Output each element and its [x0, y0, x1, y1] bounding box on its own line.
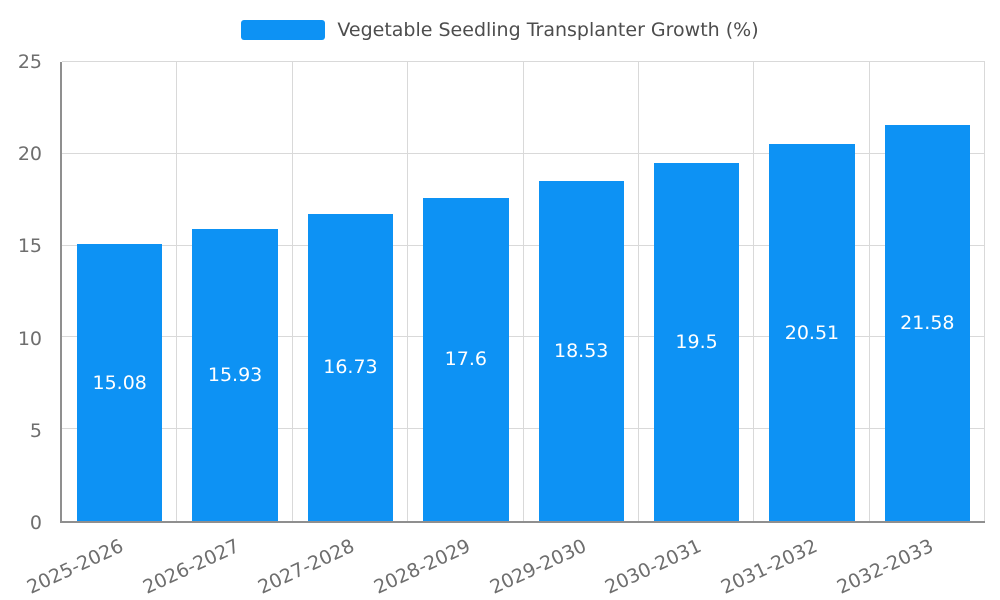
- bar-value-label: 15.93: [207, 363, 263, 386]
- y-tick-label: 10: [17, 327, 42, 350]
- x-tick-label: 2025-2026: [23, 535, 128, 599]
- bar-slot: 19.5: [639, 62, 754, 521]
- v-gridline: [753, 62, 755, 521]
- v-gridline: [291, 62, 293, 521]
- x-tick-label: 2027-2028: [255, 535, 359, 599]
- bar: 19.5: [653, 162, 740, 521]
- gridlines: [62, 61, 985, 521]
- v-gridline: [407, 62, 409, 521]
- y-tick-label: 0: [29, 512, 42, 534]
- v-gridline: [984, 62, 985, 521]
- y-tick-label: 15: [17, 235, 42, 258]
- plot-area: 15.08 15.93 16.73 17.6 18.53 19.5 20.51 21.58: [60, 61, 985, 523]
- bar-slot: 15.08: [62, 62, 177, 521]
- bar-slot: 15.93: [177, 62, 292, 521]
- y-tick-label: 25: [17, 51, 42, 73]
- bar-value-label: 18.53: [553, 339, 609, 362]
- bar: 15.93: [192, 228, 278, 521]
- chart-title[interactable]: Vegetable Seedling Transplanter Growth (…: [337, 19, 759, 41]
- x-axis-labels: 2025-2026 2026-2027 2027-2028 2028-2029 2029…: [24, 531, 985, 599]
- bar-slot: 21.58: [870, 62, 985, 521]
- bars-container: 15.08 15.93 16.73 17.6 18.53 19.5 20.51 21.58: [62, 62, 985, 521]
- x-tick-label: 2030-2031: [602, 535, 706, 599]
- bar-value-label: 21.58: [900, 311, 955, 334]
- v-gridline: [868, 62, 870, 521]
- v-gridline: [176, 62, 178, 521]
- y-axis-labels: 0 5 10 15 20 25: [0, 51, 50, 534]
- h-gridline: [62, 244, 985, 246]
- h-gridline: [62, 428, 985, 430]
- v-gridline: [637, 62, 639, 521]
- bar-value-label: 17.6: [444, 348, 487, 371]
- x-tick-label: 2028-2029: [370, 535, 474, 599]
- bar: 15.08: [77, 244, 163, 521]
- h-gridline: [62, 336, 985, 338]
- x-tick-label: 2031-2032: [717, 535, 821, 599]
- x-tick-label: 2032-2033: [833, 535, 937, 599]
- v-gridline: [522, 62, 524, 521]
- legend-swatch[interactable]: [241, 20, 326, 40]
- h-gridline: [62, 61, 985, 62]
- y-tick-label: 20: [17, 143, 42, 166]
- bar-slot: 16.73: [293, 62, 408, 521]
- bar-slot: 18.53: [524, 62, 639, 521]
- bar: 17.6: [423, 197, 509, 521]
- y-tick-label: 5: [29, 419, 42, 442]
- bar-slot: 17.6: [408, 62, 523, 521]
- bar: 21.58: [884, 124, 970, 521]
- bar: 16.73: [307, 213, 394, 521]
- bar: 18.53: [538, 180, 624, 521]
- chart-legend: Vegetable Seedling Transplanter Growth (…: [0, 18, 1000, 42]
- x-tick-label: 2029-2030: [486, 535, 590, 599]
- bar-value-label: 16.73: [323, 356, 378, 379]
- bar-value-label: 15.08: [92, 371, 147, 394]
- bar-slot: 20.51: [754, 62, 869, 521]
- bar-value-label: 20.51: [784, 321, 840, 344]
- x-tick-label: 2026-2027: [139, 535, 243, 599]
- bar: 20.51: [769, 144, 855, 521]
- h-gridline: [62, 152, 985, 154]
- bar-value-label: 19.5: [675, 330, 718, 353]
